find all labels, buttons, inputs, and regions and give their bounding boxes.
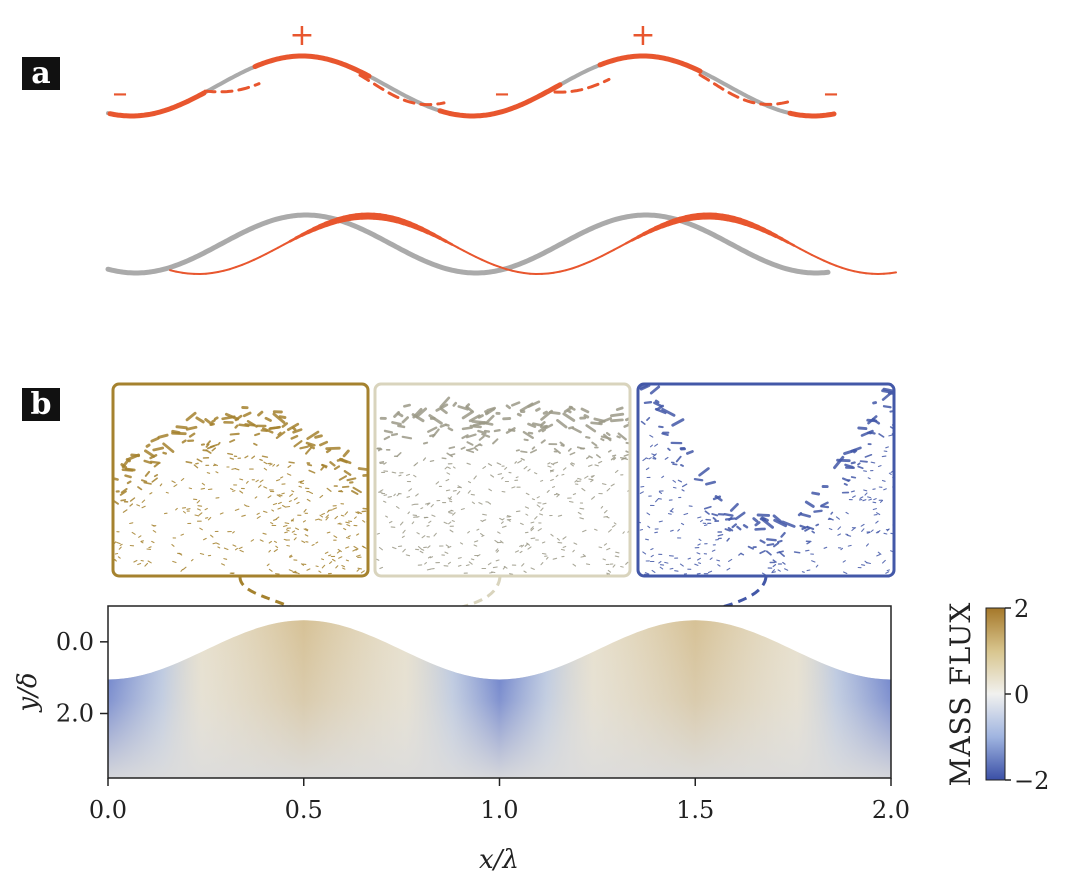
x-tick-label: 0.5: [285, 796, 323, 824]
panel-b-letter: b: [22, 387, 60, 422]
y-axis: 0.0 2.0: [56, 628, 108, 728]
y-tick-label: 0.0: [56, 628, 94, 656]
x-axis: 0.0 0.5 1.0 1.5 2.0: [89, 778, 910, 824]
orange-shifted-wave: [169, 212, 897, 275]
colorbar-tick-label: 0: [1014, 681, 1029, 709]
orange-surface-wave: [107, 53, 837, 119]
minus-sign: –: [113, 76, 128, 111]
plus-sign: +: [289, 18, 314, 53]
orange-dashed-wave: [203, 73, 796, 107]
minus-sign: –: [495, 76, 510, 111]
svg-text:a: a: [31, 56, 50, 91]
x-tick-label: 1.0: [480, 796, 518, 824]
colorbar: 2 0 −2 MASS FLUX: [944, 595, 1049, 795]
x-tick-label: 0.0: [89, 796, 127, 824]
gray-reference-wave: [105, 212, 831, 276]
y-tick-label: 2.0: [56, 700, 94, 728]
inset-crest: [111, 382, 370, 578]
panel-a-top-waves: + + – – –: [106, 18, 839, 119]
svg-text:b: b: [31, 387, 52, 422]
colorbar-tick-label: −2: [1014, 767, 1049, 795]
plus-sign: +: [630, 18, 655, 53]
x-axis-label: x/λ: [479, 845, 519, 875]
inset-mid: [373, 382, 632, 578]
y-axis-label: y/δ: [13, 672, 43, 712]
colorbar-label: MASS FLUX: [944, 602, 977, 787]
panel-a-letter: a: [22, 56, 60, 91]
x-tick-label: 1.5: [676, 796, 714, 824]
inset-trough: [636, 382, 896, 578]
gray-reference-wave: [106, 54, 834, 118]
minus-sign: –: [824, 76, 839, 111]
colorbar-tick-label: 2: [1014, 595, 1029, 623]
x-tick-label: 2.0: [872, 796, 910, 824]
mass-flux-heatmap: [107, 605, 892, 779]
panel-a-bottom-waves: [105, 212, 897, 276]
